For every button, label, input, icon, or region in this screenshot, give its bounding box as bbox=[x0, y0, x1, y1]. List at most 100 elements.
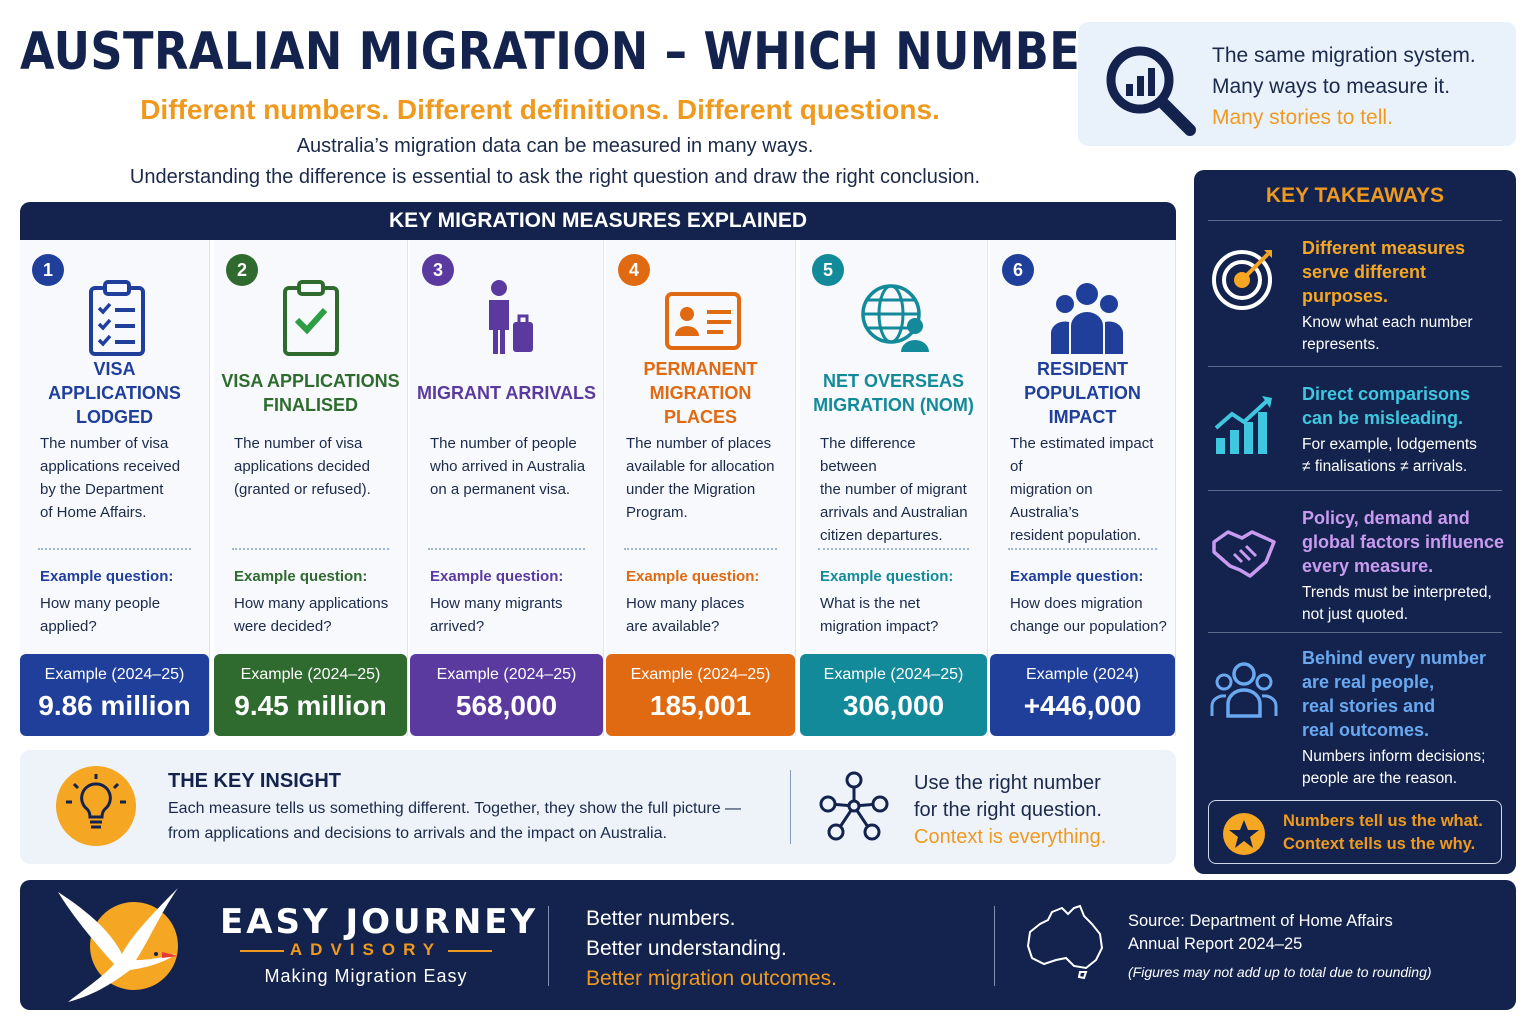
insight-right-1: Use the right number bbox=[914, 772, 1101, 794]
card-description-line: The number of visa bbox=[40, 435, 169, 452]
card-description: The difference between the number of migr… bbox=[820, 432, 975, 547]
takeaway-heading-line: serve different bbox=[1302, 262, 1427, 282]
card-example: Example (2024–25) 568,000 bbox=[410, 654, 603, 736]
takeaway-heading: Direct comparisons can be misleading. bbox=[1302, 382, 1508, 430]
card-title-line-1: PERMANENT bbox=[643, 359, 758, 379]
takeaway-divider bbox=[1208, 220, 1502, 221]
insight-text-2: from applications and decisions to arriv… bbox=[168, 825, 667, 842]
card-divider bbox=[232, 548, 389, 550]
insight-title: THE KEY INSIGHT bbox=[168, 770, 341, 792]
card-description-line: the number of migrant bbox=[820, 481, 967, 498]
measures-header: KEY MIGRATION MEASURES EXPLAINED bbox=[20, 202, 1176, 240]
card-question-line: applied? bbox=[40, 618, 97, 635]
intro-line-1: Australia’s migration data can be measur… bbox=[296, 135, 814, 157]
card-example: Example (2024–25) 9.45 million bbox=[214, 654, 407, 736]
card-number: 2 bbox=[226, 254, 258, 286]
card-description-line: Program. bbox=[626, 504, 688, 521]
takeaway-divider bbox=[1208, 366, 1502, 367]
card-example-value: +446,000 bbox=[1023, 690, 1142, 721]
rounding-note: (Figures may not add up to total due to … bbox=[1128, 964, 1432, 980]
footer-divider-1 bbox=[548, 906, 549, 986]
card-description-line: arrivals and Australian bbox=[820, 504, 968, 521]
card-description-line: applications decided bbox=[234, 458, 370, 475]
card-question-label: Example question: bbox=[40, 568, 174, 585]
takeaway-body-line: Numbers inform decisions; bbox=[1302, 748, 1486, 765]
takeaway-body: Know what each number represents. bbox=[1302, 312, 1508, 356]
card-example-label: Example (2024–25) bbox=[240, 666, 381, 683]
network-nodes-icon bbox=[819, 771, 889, 841]
card-description-line: applications received bbox=[40, 458, 181, 475]
card-example-label: Example (2024–25) bbox=[630, 666, 771, 683]
brand-sub: ADVISORY bbox=[220, 940, 512, 960]
takeaway-heading-line: Policy, demand and bbox=[1302, 508, 1470, 528]
card-example: Example (2024–25) 185,001 bbox=[606, 654, 795, 736]
measure-card: 6 RESIDENT POPULATION IMPACT The estimate… bbox=[990, 240, 1176, 736]
card-number: 3 bbox=[422, 254, 454, 286]
handshake-icon bbox=[1212, 530, 1276, 578]
clipboard-checklist-icon bbox=[89, 280, 145, 356]
callout-box: The same migration system. Many ways to … bbox=[1078, 22, 1516, 146]
brand-tagline: Making Migration Easy bbox=[264, 966, 468, 986]
measure-card: 5 NET OVERSEAS MIGRATION (NOM) The differ… bbox=[800, 240, 988, 736]
takeaways-header: KEY TAKEAWAYS bbox=[1265, 184, 1445, 207]
card-example-label: Example (2024–25) bbox=[823, 666, 964, 683]
card-example-value: 306,000 bbox=[842, 690, 945, 721]
card-title: PERMANENT MIGRATION PLACES bbox=[612, 359, 789, 427]
people-group-icon bbox=[1051, 283, 1123, 354]
takeaway-divider bbox=[1208, 490, 1502, 491]
takeaway-body-line: Trends must be interpreted, bbox=[1302, 584, 1492, 601]
card-number: 5 bbox=[812, 254, 844, 286]
takeaway-body-line: people are the reason. bbox=[1302, 770, 1458, 787]
brand-name: EASY JOURNEY bbox=[220, 902, 539, 942]
card-question-label: Example question: bbox=[820, 568, 954, 585]
card-description-line: The estimated impact of bbox=[1010, 435, 1154, 475]
card-description: The number of people who arrived in Austr… bbox=[430, 432, 591, 501]
card-title-line-1: VISA APPLICATIONS bbox=[48, 359, 181, 403]
card-example-value: 9.45 million bbox=[234, 690, 387, 721]
takeaway-heading-line: global factors influence bbox=[1302, 532, 1505, 552]
takeaway-heading-line: Different measures bbox=[1302, 238, 1466, 258]
card-title: NET OVERSEAS MIGRATION (NOM) bbox=[806, 366, 981, 420]
takeaway-heading-line: can be misleading. bbox=[1302, 408, 1464, 428]
measure-card: 3 MIGRANT ARRIVALS The number of people w… bbox=[410, 240, 604, 736]
takeaway-body-line: For example, lodgements bbox=[1302, 436, 1477, 453]
australia-map-icon bbox=[1026, 904, 1104, 980]
card-question-label: Example question: bbox=[430, 568, 564, 585]
card-number: 6 bbox=[1002, 254, 1034, 286]
footer-tag-1: Better numbers. bbox=[586, 907, 736, 930]
takeaway-body: Trends must be interpreted, not just quot… bbox=[1302, 582, 1508, 626]
card-question: What is the net migration impact? bbox=[820, 592, 979, 638]
globe-person-icon bbox=[861, 284, 929, 352]
takeaway-heading-line: Direct comparisons bbox=[1302, 384, 1471, 404]
takeaways-closing: Numbers tell us the what. Context tells … bbox=[1208, 800, 1502, 864]
card-description-line: (granted or refused). bbox=[234, 481, 371, 498]
takeaway-heading-line: real outcomes. bbox=[1302, 720, 1430, 740]
card-title: RESIDENT POPULATION IMPACT bbox=[996, 359, 1169, 427]
takeaway-body-line: ≠ finalisations ≠ arrivals. bbox=[1302, 458, 1468, 475]
takeaway-body: Numbers inform decisions; people are the … bbox=[1302, 746, 1508, 790]
takeaway-body-line: not just quoted. bbox=[1302, 606, 1408, 623]
closing-line-1: Numbers tell us the what. bbox=[1283, 812, 1483, 830]
card-example: Example (2024–25) 9.86 million bbox=[20, 654, 209, 736]
takeaway-body: For example, lodgements ≠ finalisations ≠… bbox=[1302, 434, 1508, 478]
card-description: The estimated impact of migration on Aust… bbox=[1010, 432, 1163, 547]
takeaway-heading-line: purposes. bbox=[1302, 286, 1389, 306]
card-description-line: by the Department bbox=[40, 481, 164, 498]
card-description-line: The number of visa bbox=[234, 435, 363, 452]
card-example-value: 9.86 million bbox=[38, 690, 191, 721]
card-description-line: The number of people bbox=[430, 435, 577, 452]
card-title-line-1: NET OVERSEAS bbox=[822, 371, 964, 391]
card-title-line-2: FINALISED bbox=[262, 395, 358, 415]
card-divider bbox=[818, 548, 969, 550]
takeaway-heading-line: real stories and bbox=[1302, 696, 1436, 716]
card-question: How many places are available? bbox=[626, 592, 787, 638]
clipboard-check-icon bbox=[283, 280, 339, 356]
card-question-label: Example question: bbox=[234, 568, 368, 585]
star-badge-icon bbox=[1223, 813, 1265, 855]
card-question-line: arrived? bbox=[430, 618, 485, 635]
insight-right-2: for the right question. bbox=[914, 799, 1102, 821]
card-example-value: 185,001 bbox=[649, 690, 752, 721]
card-question-label: Example question: bbox=[626, 568, 760, 585]
card-question: How many migrants arrived? bbox=[430, 592, 595, 638]
brand-sub-text: ADVISORY bbox=[289, 940, 443, 959]
